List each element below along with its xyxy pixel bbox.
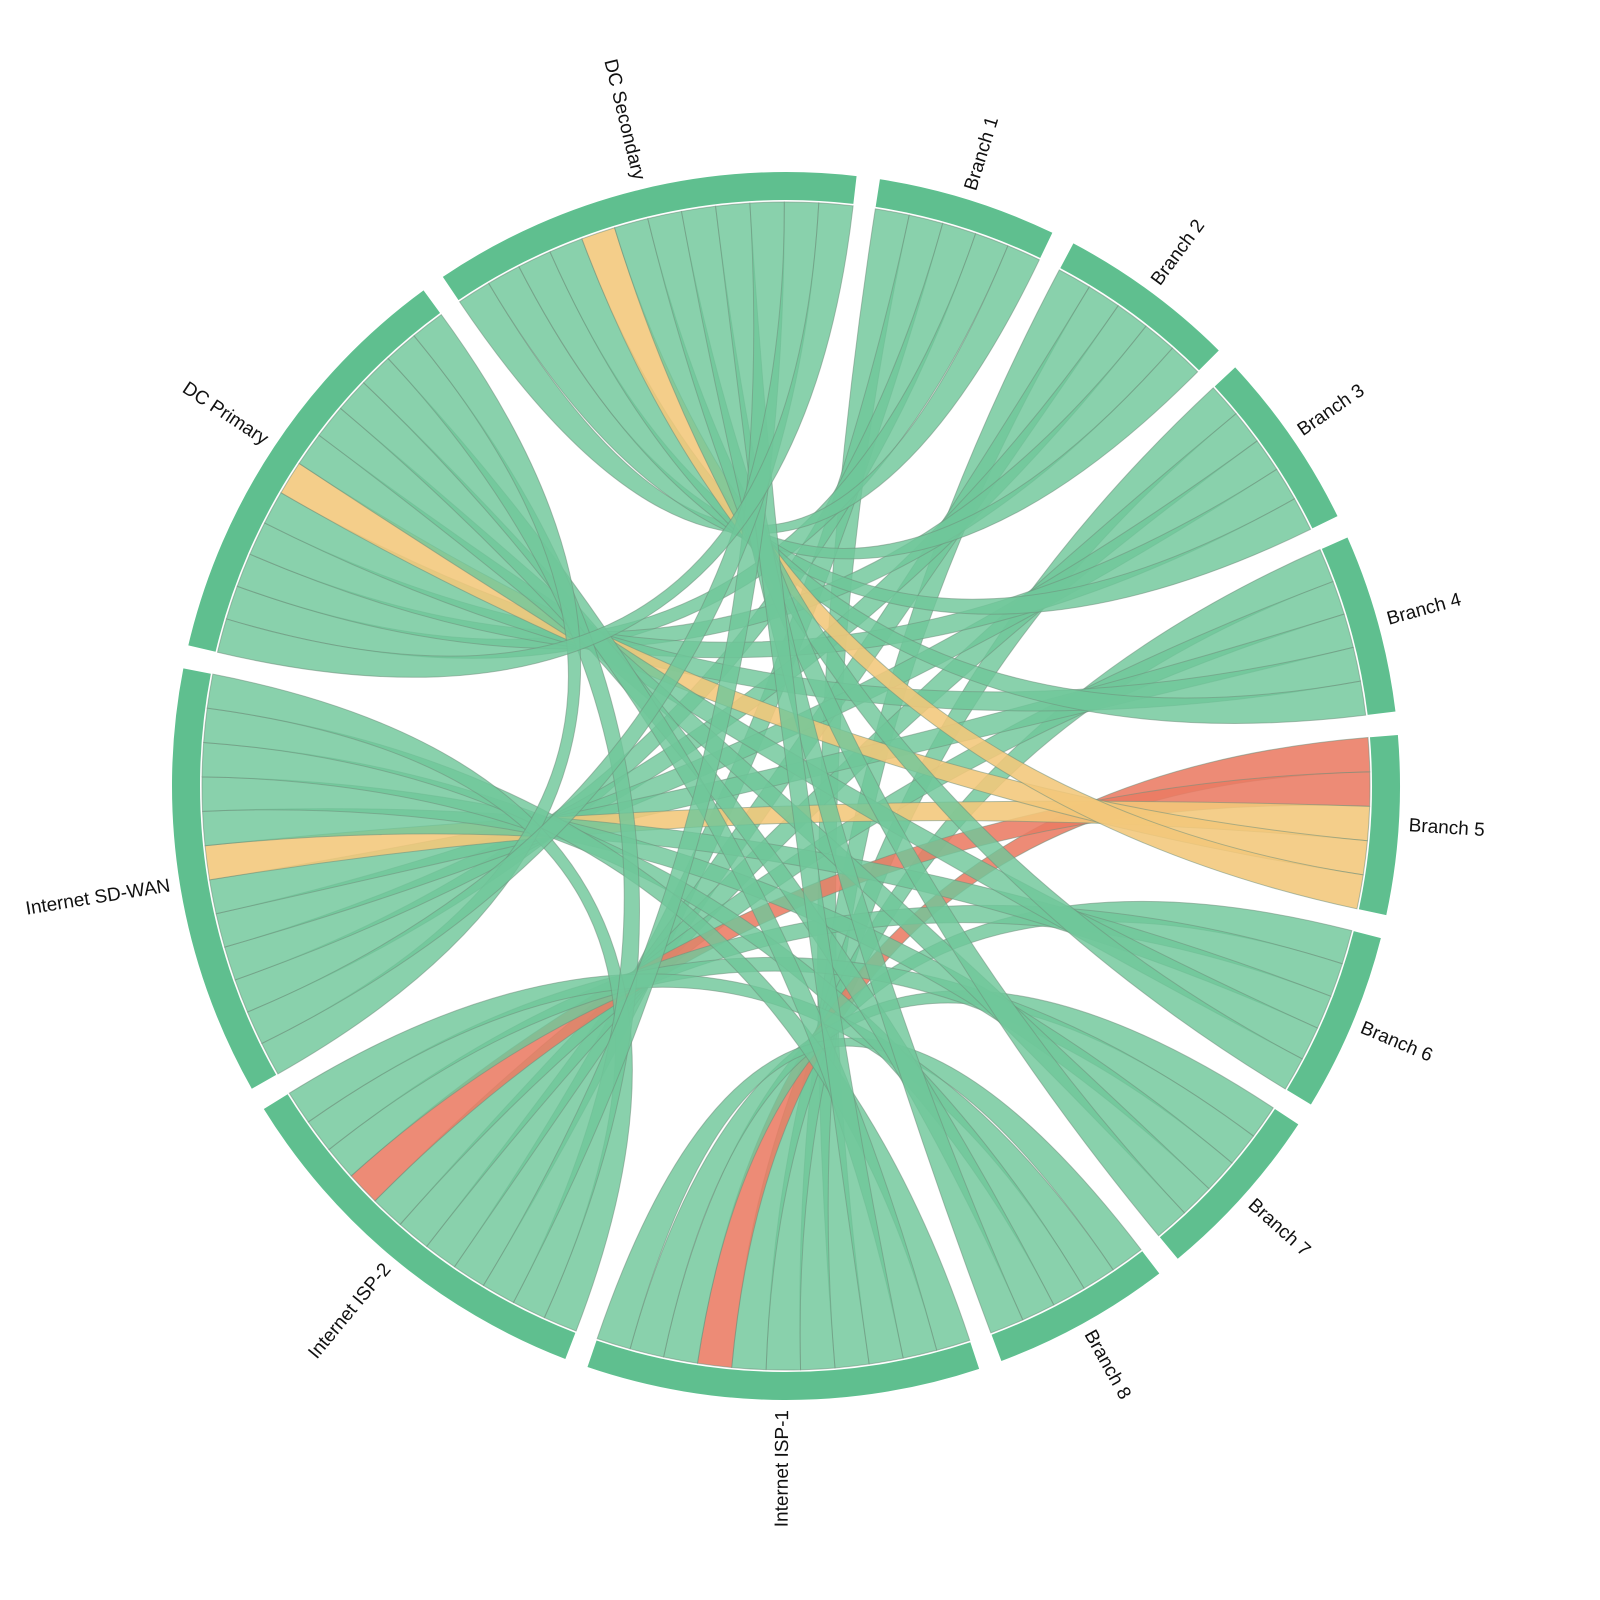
group-arc-dc-secondary[interactable]: [442, 172, 857, 301]
ribbon-normal: [216, 202, 854, 678]
ribbon-layer: [201, 201, 1371, 1371]
group-label-dc-secondary: DC Secondary: [599, 57, 649, 183]
ribbon-normal: [488, 265, 1199, 560]
group-arc-branch-4[interactable]: [1321, 537, 1396, 715]
group-label-branch-8: Branch 8: [1080, 1326, 1135, 1403]
group-label-internet-isp-1: Internet ISP-1: [772, 1410, 794, 1527]
group-label-internet-sd-wan: Internet SD-WAN: [24, 875, 172, 919]
group-arc-internet-sd-wan[interactable]: [171, 668, 277, 1089]
group-arc-dc-primary[interactable]: [188, 290, 441, 652]
group-arc-branch-3[interactable]: [1214, 367, 1338, 529]
ribbon-warning: [581, 227, 1364, 910]
ribbon-normal: [458, 245, 1040, 535]
group-arc-internet-isp-2[interactable]: [263, 1094, 576, 1359]
group-label-internet-isp-2: Internet ISP-2: [304, 1259, 395, 1363]
group-label-branch-1: Branch 1: [961, 114, 1004, 193]
group-label-branch-3: Branch 3: [1294, 380, 1369, 440]
group-label-branch-4: Branch 4: [1385, 589, 1464, 630]
group-arc-layer: [171, 172, 1401, 1400]
ribbon-normal: [613, 217, 1303, 1090]
group-arc-branch-7[interactable]: [1159, 1109, 1299, 1259]
ribbon-normal: [246, 201, 820, 1045]
group-label-branch-7: Branch 7: [1244, 1195, 1315, 1261]
group-arc-branch-6[interactable]: [1286, 931, 1381, 1105]
group-label-branch-2: Branch 2: [1147, 216, 1209, 290]
group-arc-branch-8[interactable]: [991, 1251, 1160, 1361]
group-arc-branch-2[interactable]: [1060, 243, 1219, 371]
ribbon-normal: [482, 201, 785, 1304]
group-arc-branch-5[interactable]: [1358, 734, 1401, 916]
group-arc-internet-isp-1[interactable]: [587, 1340, 980, 1400]
group-label-branch-6: Branch 6: [1357, 1018, 1435, 1067]
ribbon-normal: [680, 205, 1024, 1334]
group-label-dc-primary: DC Primary: [178, 378, 272, 450]
group-label-branch-5: Branch 5: [1408, 815, 1485, 841]
group-arc-branch-1[interactable]: [875, 179, 1053, 259]
ribbon-normal: [518, 251, 1312, 615]
